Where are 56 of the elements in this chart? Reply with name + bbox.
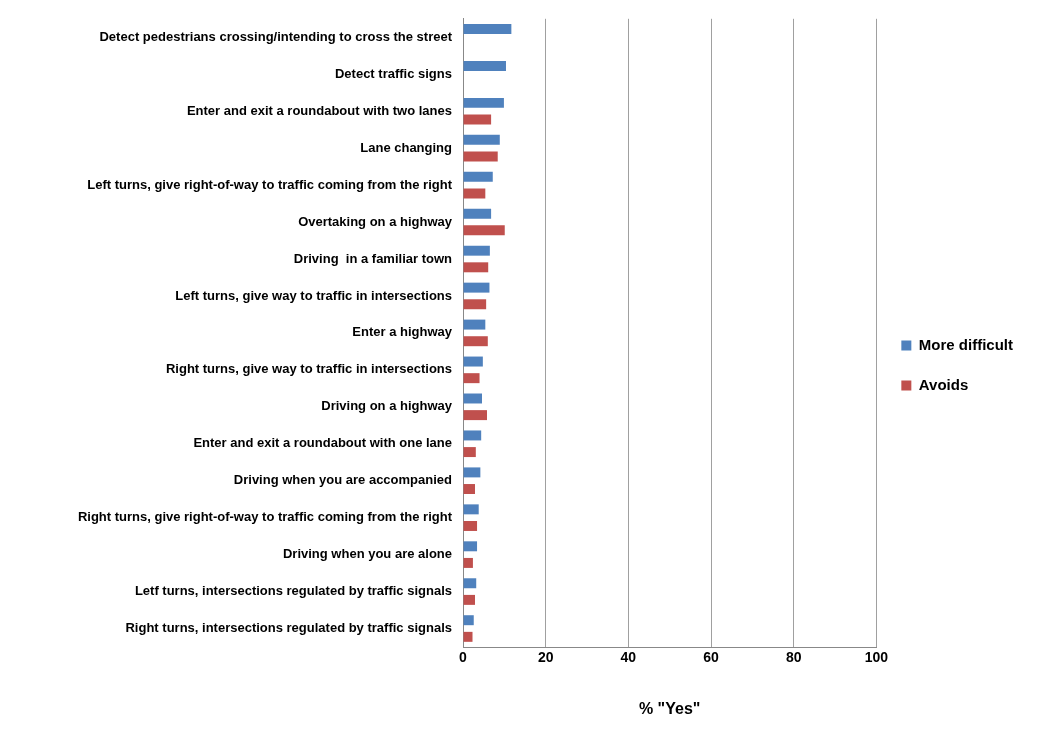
legend-label: Avoids: [918, 375, 969, 393]
y-tick-label: Overtaking on a highway: [298, 213, 453, 229]
y-tick-label: Enter and exit a roundabout with one lane: [193, 435, 452, 451]
bar: [463, 188, 486, 199]
y-tick-label: Letf turns, intersections regulated by traffic signals: [134, 583, 452, 599]
bar: [463, 319, 486, 330]
y-tick-label: Driving on a highway: [321, 398, 453, 414]
bar: [463, 578, 477, 589]
x-tick-label: 20: [537, 649, 554, 666]
y-tick-label: Detect traffic signs: [334, 65, 452, 81]
bar: [463, 208, 492, 219]
y-tick-label: Driving when you are accompanied: [233, 472, 453, 488]
y-tick-label: Enter and exit a roundabout with two lanes: [186, 102, 452, 118]
bar: [463, 430, 482, 441]
bar: [463, 484, 475, 495]
bar: [463, 245, 490, 256]
bar: [463, 631, 473, 642]
bar: [463, 134, 500, 145]
x-tick-label: 0: [459, 649, 468, 666]
bar: [463, 171, 493, 182]
bar: [463, 23, 512, 34]
x-tick-label: 80: [785, 649, 802, 666]
bar: [463, 299, 487, 310]
bar: [463, 557, 473, 568]
x-tick-label: 40: [620, 649, 637, 666]
bar: [463, 520, 478, 531]
legend-label: More difficult: [918, 335, 1014, 353]
y-tick-label: Left turns, give right-of-way to traffic coming from the right: [87, 176, 453, 192]
bar: [463, 336, 488, 347]
bar: [463, 262, 489, 273]
y-tick-label: Right turns, give right-of-way to traffic coming from the right: [77, 509, 453, 525]
y-tick-label: Enter a highway: [352, 324, 453, 340]
bar: [463, 356, 483, 367]
bar: [463, 97, 504, 108]
bar: [463, 594, 475, 605]
bar: [463, 467, 481, 478]
bar: [463, 373, 480, 384]
y-tick-label: Detect pedestrians crossing/intending to cross the street: [99, 28, 453, 44]
bar: [463, 447, 476, 458]
bar: [463, 541, 478, 552]
x-axis-title: % "Yes": [638, 699, 701, 717]
y-tick-label: Driving when you are alone: [282, 546, 452, 562]
bar: [463, 504, 479, 515]
bar: [463, 151, 498, 162]
bar: [463, 60, 506, 71]
y-tick-label: Left turns, give way to traffic in intersections: [175, 287, 452, 303]
y-tick-label: Right turns, give way to traffic in intersections: [165, 361, 452, 377]
y-tick-label: Driving in a familiar town: [293, 250, 453, 266]
y-tick-label: Right turns, intersections regulated by traffic signals: [125, 620, 452, 636]
x-tick-label: 100: [864, 649, 889, 666]
bar: [463, 615, 474, 626]
y-tick-label: Lane changing: [360, 139, 453, 155]
bar: [463, 225, 505, 236]
x-tick-label: 60: [703, 649, 719, 666]
bar: [463, 282, 490, 293]
bar: [463, 410, 487, 421]
